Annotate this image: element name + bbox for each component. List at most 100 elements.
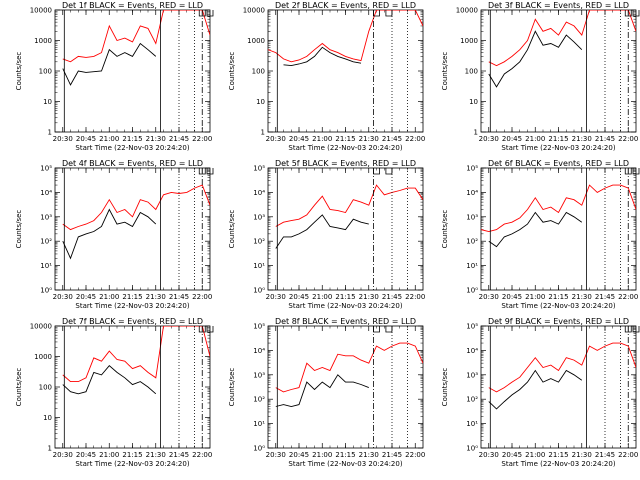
x-tick-label: 20:30 <box>53 293 73 301</box>
y-tick-label: 10³ <box>253 213 265 221</box>
x-tick-label: 21:45 <box>595 135 615 143</box>
x-tick-label: 20:45 <box>502 451 522 459</box>
x-tick-label: 22:00 <box>618 135 638 143</box>
x-tick-label: 20:45 <box>502 135 522 143</box>
x-tick-label: 22:00 <box>405 451 425 459</box>
y-tick-label: 10³ <box>40 213 52 221</box>
x-tick-label: 21:45 <box>382 451 402 459</box>
y-tick-label: 10¹ <box>466 262 478 270</box>
interval-flag-marker <box>198 10 206 17</box>
lld-series-line <box>62 10 210 63</box>
panel-title: Det 6f BLACK = Events, RED = LLD <box>488 159 629 168</box>
plot-frame <box>54 325 211 449</box>
interval-flag-marker <box>385 326 393 333</box>
y-tick-label: 10² <box>253 238 265 246</box>
panel-det-4: Det 4f BLACK = Events, RED = LLD 10⁰ 10¹ 10… <box>15 159 214 310</box>
x-tick-label: 21:30 <box>359 293 379 301</box>
lld-series-line <box>62 184 210 231</box>
interval-flag-marker <box>632 10 640 17</box>
x-axis-label: Start Time (22-Nov-03 20:24:20) <box>75 144 189 152</box>
x-tick-label: 22:00 <box>192 451 212 459</box>
interval-flag-marker <box>198 168 206 175</box>
interval-flag-marker <box>385 168 393 175</box>
x-tick-label: 21:00 <box>525 135 545 143</box>
interval-flag-marker <box>373 10 380 17</box>
x-tick-label: 21:30 <box>146 451 166 459</box>
lld-series-line <box>268 10 423 63</box>
plot-frame <box>54 167 211 291</box>
plot-frame <box>480 325 637 449</box>
y-tick-label: 10⁰ <box>253 445 265 453</box>
y-tick-label: 10² <box>253 396 265 404</box>
interval-flag-marker <box>632 168 640 175</box>
x-tick-label: 21:45 <box>169 293 189 301</box>
y-tick-label: 10⁵ <box>466 323 478 331</box>
y-tick-label: 10⁵ <box>40 165 52 173</box>
y-axis-label: Counts/sec <box>15 210 23 249</box>
events-series-line <box>488 211 583 248</box>
x-tick-label: 21:15 <box>548 451 568 459</box>
x-tick-label: 21:30 <box>359 451 379 459</box>
x-tick-label: 21:45 <box>169 451 189 459</box>
y-tick-label: 1000 <box>460 37 478 45</box>
panel-title: Det 2f BLACK = Events, RED = LLD <box>275 1 416 10</box>
panel-title: Det 8f BLACK = Events, RED = LLD <box>275 317 416 326</box>
lld-series-line <box>488 342 636 393</box>
panel-det-2: Det 2f BLACK = Events, RED = LLD 1 10 100 10… <box>228 1 425 152</box>
x-tick-label: 21:30 <box>572 451 592 459</box>
interval-flag-marker <box>198 326 206 333</box>
y-tick-label: 1000 <box>247 37 265 45</box>
x-tick-label: 20:30 <box>266 293 286 301</box>
y-tick-label: 10³ <box>466 213 478 221</box>
x-tick-label: 21:15 <box>122 451 142 459</box>
x-tick-label: 21:45 <box>595 451 615 459</box>
panel-det-6: Det 6f BLACK = Events, RED = LLD 10⁰ 10¹ 10… <box>441 159 640 310</box>
y-axis-label: Counts/sec <box>228 210 236 249</box>
y-tick-label: 1 <box>261 129 265 137</box>
lld-series-line <box>62 326 210 383</box>
x-tick-label: 21:00 <box>99 293 119 301</box>
y-tick-label: 10 <box>43 98 52 106</box>
x-tick-label: 21:30 <box>146 135 166 143</box>
x-tick-label: 22:00 <box>618 293 638 301</box>
y-tick-label: 1000 <box>34 353 52 361</box>
events-series-line <box>275 214 369 249</box>
x-tick-label: 20:30 <box>479 135 499 143</box>
y-axis-label: Counts/sec <box>228 52 236 91</box>
x-tick-label: 21:00 <box>99 135 119 143</box>
events-series-line <box>283 46 362 67</box>
x-tick-label: 20:45 <box>76 135 96 143</box>
x-tick-label: 21:00 <box>312 135 332 143</box>
y-tick-label: 10 <box>43 414 52 422</box>
y-tick-label: 1 <box>48 445 52 453</box>
y-tick-label: 1 <box>474 129 478 137</box>
x-tick-label: 21:00 <box>99 451 119 459</box>
x-tick-label: 21:30 <box>359 135 379 143</box>
interval-flag-marker <box>632 326 640 333</box>
y-tick-label: 10⁵ <box>466 165 478 173</box>
x-axis-label: Start Time (22-Nov-03 20:24:20) <box>75 460 189 468</box>
x-tick-label: 20:45 <box>502 293 522 301</box>
x-tick-label: 21:45 <box>169 135 189 143</box>
x-tick-label: 21:15 <box>335 135 355 143</box>
x-tick-label: 21:00 <box>525 451 545 459</box>
x-tick-label: 22:00 <box>405 135 425 143</box>
x-tick-label: 22:00 <box>405 293 425 301</box>
events-series-line <box>488 30 583 88</box>
x-tick-label: 21:45 <box>595 293 615 301</box>
interval-flag-marker <box>624 326 632 333</box>
x-tick-label: 21:30 <box>572 293 592 301</box>
y-tick-label: 100 <box>39 384 52 392</box>
y-tick-label: 10⁰ <box>40 287 52 295</box>
panel-det-1: Det 1f BLACK = Events, RED = LLD 1 10 100 10… <box>15 1 214 152</box>
y-axis-label: Counts/sec <box>441 368 449 407</box>
interval-flag-marker <box>206 10 214 17</box>
panel-title: Det 4f BLACK = Events, RED = LLD <box>62 159 203 168</box>
y-tick-label: 10000 <box>30 7 52 15</box>
panel-det-7: Det 7f BLACK = Events, RED = LLD 1 10 100 10… <box>15 317 214 468</box>
y-tick-label: 10⁵ <box>253 165 265 173</box>
y-axis-label: Counts/sec <box>228 368 236 407</box>
y-tick-label: 10000 <box>30 323 52 331</box>
x-tick-label: 21:15 <box>335 293 355 301</box>
events-series-line <box>488 369 583 410</box>
